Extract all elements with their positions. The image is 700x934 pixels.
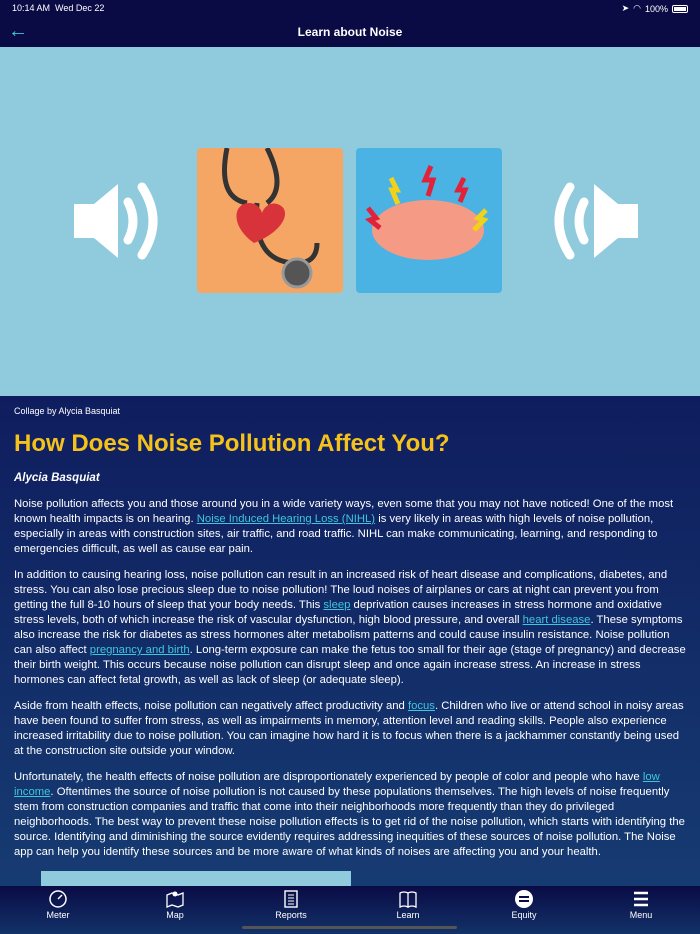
article-title: How Does Noise Pollution Affect You? [14,430,450,457]
text-segment: . These symptoms also increase the risk … [14,614,683,656]
tab-equity[interactable]: Equity [484,888,564,920]
speaker-right-icon [554,182,638,260]
tab-learn[interactable]: Learn [368,888,448,920]
article-link[interactable]: sleep [323,599,351,611]
speedometer-icon [18,888,98,910]
text-segment: Aside from health effects, noise polluti… [14,700,408,712]
article-body: Noise pollution affects you and those ar… [14,497,689,871]
stethoscope-heart-image [197,148,343,293]
text-segment: . Long-term exposure can make the fetus … [14,644,686,686]
speaker-left-icon [74,182,158,260]
status-bar: 10:14 AM Wed Dec 22 ➤ ◠ 100% [0,0,700,16]
text-segment: . Oftentimes the source of noise polluti… [14,786,685,858]
book-icon [368,888,448,910]
paragraph: Unfortunately, the health effects of noi… [14,770,689,860]
article-link[interactable]: low income [14,771,660,798]
nav-bar: ← Learn about Noise [0,16,700,47]
tab-label: Learn [396,910,420,920]
tab-map[interactable]: Map [135,888,215,920]
battery-level: 100% [644,3,668,14]
battery-icon [672,4,688,13]
text-segment: Noise pollution affects you and those ar… [14,498,674,525]
article-link[interactable]: pregnancy and birth [89,644,190,656]
map-pin-icon [135,888,215,910]
location-icon: ➤ [621,3,630,13]
text-segment: Unfortunately, the health effects of noi… [14,771,643,783]
tab-label: Meter [46,910,70,920]
tab-reports[interactable]: Reports [251,888,331,920]
image-caption: Collage by Alycia Basquiat [14,406,121,416]
tab-label: Equity [511,910,537,920]
text-segment: is very likely in areas with high levels… [14,513,658,555]
hamburger-icon [601,888,681,910]
article-link[interactable]: heart disease [522,614,591,626]
article-link[interactable]: Noise Induced Hearing Loss (NIHL) [196,513,376,525]
text-segment: In addition to causing hearing loss, noi… [14,569,668,611]
article: Collage by Alycia Basquiat How Does Nois… [0,396,700,886]
status-time-date: 10:14 AM Wed Dec 22 [12,3,104,13]
tab-menu[interactable]: Menu [601,888,681,920]
equals-circle-icon [484,888,564,910]
time: 10:14 AM [12,3,51,13]
home-indicator[interactable] [242,926,457,929]
paragraph: Aside from health effects, noise polluti… [14,699,689,759]
tab-label: Reports [275,910,307,920]
article-link[interactable]: focus [407,700,435,712]
paragraph: In addition to causing hearing loss, noi… [14,568,689,688]
wifi-icon: ◠ [633,3,641,13]
tab-label: Map [166,910,184,920]
hero-collage [0,47,700,396]
date: Wed Dec 22 [55,3,105,13]
arrow-left-icon[interactable]: ← [8,20,28,42]
tab-meter[interactable]: Meter [18,888,98,920]
page-title: Learn about Noise [297,25,403,39]
document-icon [251,888,331,910]
article-author: Alycia Basquiat [14,472,100,484]
tab-label: Menu [629,910,653,920]
text-segment: deprivation causes increases in stress h… [14,599,662,626]
paragraph: Noise pollution affects you and those ar… [14,497,689,557]
brain-lightning-image [356,148,502,293]
media-placeholder [41,871,351,886]
text-segment: . Children who live or attend school in … [14,700,684,757]
